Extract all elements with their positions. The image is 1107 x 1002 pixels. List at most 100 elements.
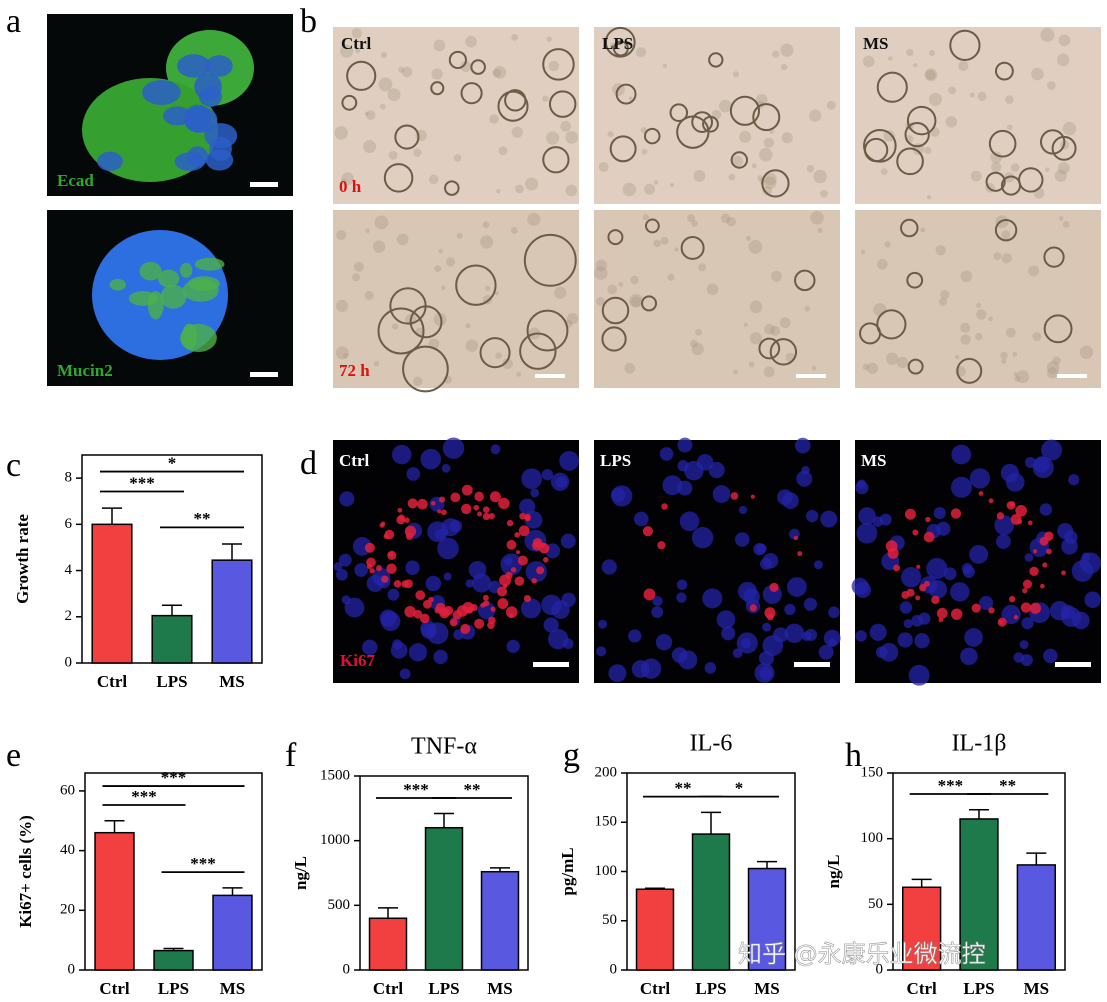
debris — [940, 289, 950, 300]
debris — [719, 99, 732, 113]
ki67 — [971, 603, 981, 613]
debris — [991, 161, 1002, 173]
nucleus — [1033, 456, 1050, 473]
nucleus — [543, 617, 559, 633]
nucleus — [762, 622, 772, 632]
nucleus — [676, 579, 688, 591]
nucleus — [951, 444, 972, 465]
ki67 — [488, 616, 496, 625]
debris — [906, 48, 914, 57]
debris — [1016, 370, 1030, 384]
y-tick-label: 0 — [68, 961, 76, 977]
debris — [542, 95, 549, 102]
y-axis-label: ng/L — [291, 856, 310, 890]
nucleus — [994, 515, 1015, 536]
ki67 — [364, 542, 375, 553]
debris — [351, 28, 362, 39]
nucleus — [425, 575, 442, 592]
debris — [1005, 95, 1014, 104]
nucleus — [176, 54, 211, 78]
debris — [880, 168, 888, 176]
ki67 — [404, 517, 410, 523]
nucleus — [598, 619, 608, 629]
organoid — [479, 337, 511, 369]
micrograph — [594, 27, 840, 204]
significance-label: ** — [194, 509, 211, 528]
bar — [901, 886, 942, 971]
debris — [975, 332, 983, 341]
nucleus — [759, 666, 773, 680]
ki67 — [531, 578, 538, 584]
error-bar — [102, 507, 122, 525]
error-bar — [701, 811, 721, 835]
debris — [1044, 167, 1050, 172]
debris — [493, 65, 507, 79]
error-bar — [1026, 852, 1047, 865]
organoid — [904, 121, 930, 148]
debris — [693, 169, 706, 182]
ki67 — [441, 509, 447, 516]
debris — [653, 180, 659, 185]
debris — [364, 290, 374, 300]
y-tick-label: 1000 — [320, 832, 350, 848]
ki67 — [1061, 570, 1066, 576]
nucleus — [759, 557, 773, 570]
ki67 — [474, 491, 484, 502]
ki67 — [510, 567, 517, 573]
debris — [860, 249, 866, 255]
nucleus — [610, 487, 626, 503]
panel-letter: e — [6, 737, 21, 774]
organoid — [644, 218, 660, 234]
y-axis-label: Ki67+ cells (%) — [16, 815, 35, 928]
debris — [618, 282, 624, 287]
ki67 — [460, 623, 471, 634]
ki67 — [988, 498, 994, 504]
nucleus — [735, 532, 750, 547]
ki67 — [904, 508, 916, 520]
debris — [365, 228, 370, 234]
debris — [465, 339, 479, 352]
debris — [548, 60, 560, 72]
ki67 — [766, 613, 774, 621]
nucleus — [561, 592, 576, 608]
panel-letter: b — [300, 3, 317, 40]
mucin — [194, 257, 225, 271]
debris — [1032, 332, 1042, 342]
micrograph — [594, 210, 840, 388]
debris — [445, 257, 456, 267]
ki67 — [452, 610, 463, 620]
debris — [817, 227, 823, 233]
debris — [948, 86, 957, 95]
nucleus — [1043, 648, 1058, 664]
significance-label: ** — [675, 779, 692, 798]
organoid — [607, 229, 624, 246]
debris — [510, 227, 518, 235]
nucleus — [914, 633, 930, 649]
significance-label: *** — [403, 780, 429, 799]
debris — [624, 362, 636, 374]
bar — [747, 867, 787, 971]
debris — [433, 312, 447, 326]
debris — [691, 342, 704, 356]
bar — [91, 523, 133, 664]
ki67 — [506, 519, 514, 527]
nucleus — [1005, 472, 1025, 492]
y-tick-label: 6 — [65, 516, 73, 532]
nucleus — [354, 563, 369, 577]
nucleus — [163, 106, 192, 126]
ki67 — [430, 500, 436, 506]
debris — [1013, 371, 1018, 377]
debris — [1014, 375, 1021, 382]
debris — [379, 103, 386, 110]
organoid — [615, 83, 637, 105]
nucleus — [380, 611, 401, 631]
ki67 — [532, 537, 543, 548]
debris — [1005, 327, 1016, 338]
debris — [630, 296, 642, 307]
ki67 — [1009, 595, 1016, 603]
y-tick-label: 4 — [65, 562, 73, 578]
nucleus — [943, 567, 957, 581]
bar — [153, 949, 194, 971]
debris — [628, 96, 633, 101]
debris — [806, 164, 815, 173]
